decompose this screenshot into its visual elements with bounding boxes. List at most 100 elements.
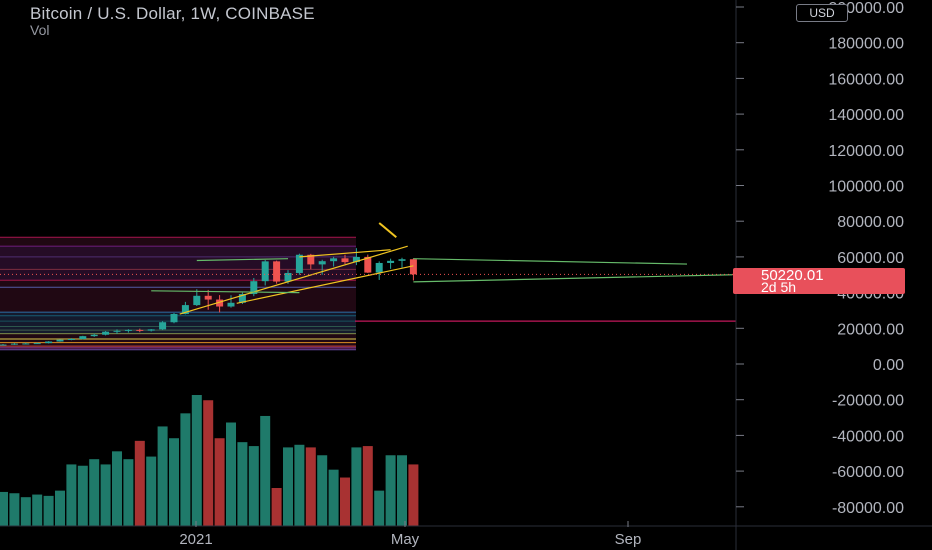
candle-body xyxy=(204,295,212,300)
price-tick-label: 140000.00 xyxy=(828,107,904,124)
price-tick-label: 100000.00 xyxy=(828,179,904,196)
candle-body xyxy=(124,329,132,331)
volume-bar xyxy=(362,446,373,526)
price-tick-label: 180000.00 xyxy=(828,36,904,53)
price-tick-label: 20000.00 xyxy=(837,321,904,338)
candle-body xyxy=(22,343,30,345)
volume-bar xyxy=(374,490,385,526)
candle-body xyxy=(0,344,7,346)
volume-bar xyxy=(340,477,350,526)
price-tick-label: -80000.00 xyxy=(832,500,904,517)
volume-bar xyxy=(226,422,236,526)
trendline xyxy=(151,290,300,294)
volume-bar xyxy=(9,493,20,526)
volume-bar xyxy=(351,447,362,526)
last-price-tag: 50220.01 2d 5h xyxy=(733,268,905,294)
last-price-value: 50220.01 xyxy=(761,267,824,284)
candle-body xyxy=(10,343,18,345)
volume-bar xyxy=(328,469,339,526)
volume-bar xyxy=(123,459,134,526)
candle-body xyxy=(341,258,349,263)
currency-button[interactable]: USD xyxy=(796,4,848,22)
volume-bar xyxy=(89,459,100,526)
time-axis[interactable]: 2021 May Sep xyxy=(0,521,932,548)
price-tick-label: -60000.00 xyxy=(832,464,904,481)
candle-body xyxy=(56,339,64,342)
price-tick-label: -20000.00 xyxy=(832,393,904,410)
price-tick-label: 160000.00 xyxy=(828,71,904,88)
volume-bar xyxy=(157,426,168,526)
candle-body xyxy=(113,330,121,332)
volume-bar xyxy=(112,451,122,526)
trendline xyxy=(413,258,688,265)
volume-bar xyxy=(408,464,419,526)
candle-body xyxy=(90,334,98,337)
candle-body xyxy=(330,258,338,262)
candle-body xyxy=(67,339,75,341)
volume-bar xyxy=(294,444,305,526)
symbol-title[interactable]: Bitcoin / U.S. Dollar, 1W, COINBASE xyxy=(30,4,315,23)
candlesticks xyxy=(0,248,417,346)
candle-body xyxy=(102,331,110,335)
drawing-tools[interactable] xyxy=(0,222,736,322)
candle-body xyxy=(261,261,269,282)
volume-bar xyxy=(191,395,202,526)
trendline xyxy=(236,265,414,304)
price-tick-label: 120000.00 xyxy=(828,143,904,160)
time-tick-label: May xyxy=(391,531,420,548)
volume-bar xyxy=(305,447,316,526)
candle-body xyxy=(238,294,246,303)
volume-indicator-label[interactable]: Vol xyxy=(30,22,50,38)
candle-body xyxy=(227,302,235,307)
candle-body xyxy=(79,336,87,340)
volume-bar xyxy=(100,464,111,526)
fib-retracement-box[interactable] xyxy=(0,236,356,351)
candle-body xyxy=(409,259,417,275)
price-tick-label: 80000.00 xyxy=(837,214,904,231)
trendline xyxy=(299,249,391,258)
candle-body xyxy=(364,256,372,273)
volume-bar xyxy=(134,440,145,526)
candle-body xyxy=(307,254,315,265)
price-tick-label: 0.00 xyxy=(873,357,904,374)
candle-body xyxy=(159,322,167,330)
volume-bar xyxy=(283,447,293,526)
candle-body xyxy=(33,343,41,345)
candle-body xyxy=(387,260,395,263)
candle-body xyxy=(250,281,258,295)
annotation-arrow xyxy=(378,222,397,239)
volume-bar xyxy=(0,491,8,526)
volume-bar xyxy=(214,438,225,526)
volume-bar xyxy=(248,446,259,526)
volume-bar xyxy=(43,495,54,526)
trendline xyxy=(413,274,733,283)
candle-body xyxy=(398,259,406,261)
volume-bar xyxy=(66,464,77,526)
candle-body xyxy=(318,261,326,265)
volume-bar xyxy=(55,490,65,526)
bar-countdown: 2d 5h xyxy=(761,279,797,295)
volume-bar xyxy=(385,455,396,526)
volume-bar xyxy=(77,465,88,526)
volume-bar xyxy=(237,442,248,526)
price-tick-label: -40000.00 xyxy=(832,428,904,445)
volume-bar xyxy=(317,455,328,526)
time-tick-label: 2021 xyxy=(179,531,212,548)
candle-body xyxy=(295,254,303,273)
candle-body xyxy=(216,299,224,307)
candle-body xyxy=(170,314,178,323)
time-tick-label: Sep xyxy=(615,531,642,548)
candle-body xyxy=(273,261,281,282)
volume-bar xyxy=(146,456,157,526)
trendline xyxy=(196,258,289,262)
volume-bar xyxy=(271,488,282,526)
volume-bar xyxy=(260,415,271,526)
trendline xyxy=(179,245,408,315)
candle-body xyxy=(136,329,144,331)
volume-bars xyxy=(0,395,419,526)
volume-bar xyxy=(203,400,214,526)
candle-body xyxy=(284,272,292,282)
volume-bar xyxy=(397,455,407,526)
price-tick-label: 60000.00 xyxy=(837,250,904,267)
candle-body xyxy=(181,305,189,315)
